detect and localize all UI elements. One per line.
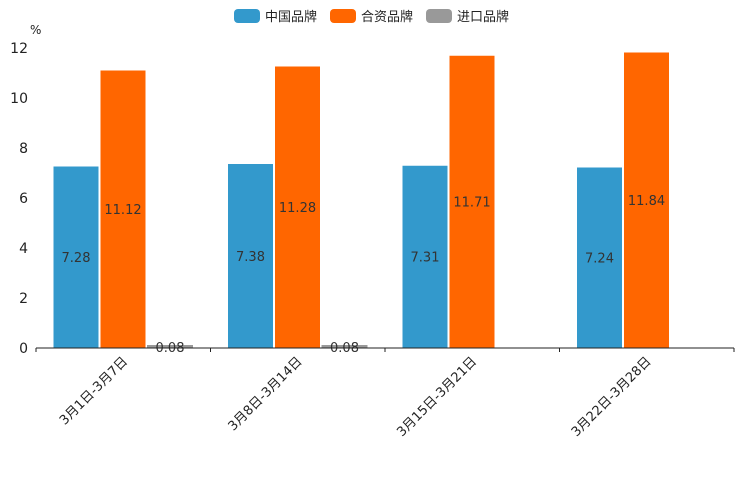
y-tick-label: 0 [19,341,28,357]
bar-2-1 [99,69,147,349]
y-tick-label: 4 [19,241,28,257]
legend: 中国品牌 合资品牌 进口品牌 [234,9,509,25]
legend-swatch [330,9,356,23]
bar-2-4 [623,51,670,349]
legend-label: 合资品牌 [361,9,413,25]
bar-1-2 [227,163,274,349]
bar-2-2 [274,65,321,349]
data-label: 11.84 [628,194,665,209]
y-tick-label: 2 [19,291,28,307]
y-axis: 0 2 4 6 8 10 12 [10,41,28,357]
x-tick-label: 3月1日-3月7日 [57,354,131,428]
y-tick-label: 10 [10,91,28,107]
x-tick-label: 3月15日-3月21日 [394,354,480,440]
bar-1-4 [576,166,623,349]
legend-item-2[interactable]: 合资品牌 [330,9,413,25]
x-tick-label: 3月8日-3月14日 [226,354,306,434]
data-label: 11.71 [453,196,490,211]
legend-item-3[interactable]: 进口品牌 [426,9,509,25]
y-tick-label: 6 [19,191,28,207]
bar-3-2 [321,345,368,348]
y-axis-unit: % [30,23,41,37]
legend-label: 中国品牌 [265,9,317,25]
data-label: 7.31 [411,251,440,266]
data-label: 11.28 [279,201,316,216]
bar-1-3 [401,164,449,349]
legend-swatch [426,9,452,23]
bar-3-1 [147,345,193,348]
y-tick-label: 8 [19,141,28,157]
data-label: 11.12 [104,203,141,218]
legend-swatch [234,9,260,23]
data-label: 7.24 [585,252,614,267]
legend-label: 进口品牌 [457,9,509,25]
y-tick-label: 12 [10,41,28,57]
data-label: 7.38 [236,250,265,265]
x-axis: 3月1日-3月7日 3月8日-3月14日 3月15日-3月21日 3月22日-3月28… [35,347,735,440]
legend-item-1[interactable]: 中国品牌 [234,9,317,25]
bar-1-1 [52,165,100,349]
data-label: 7.28 [62,251,91,266]
x-tick-label: 3月22日-3月28日 [569,354,655,440]
